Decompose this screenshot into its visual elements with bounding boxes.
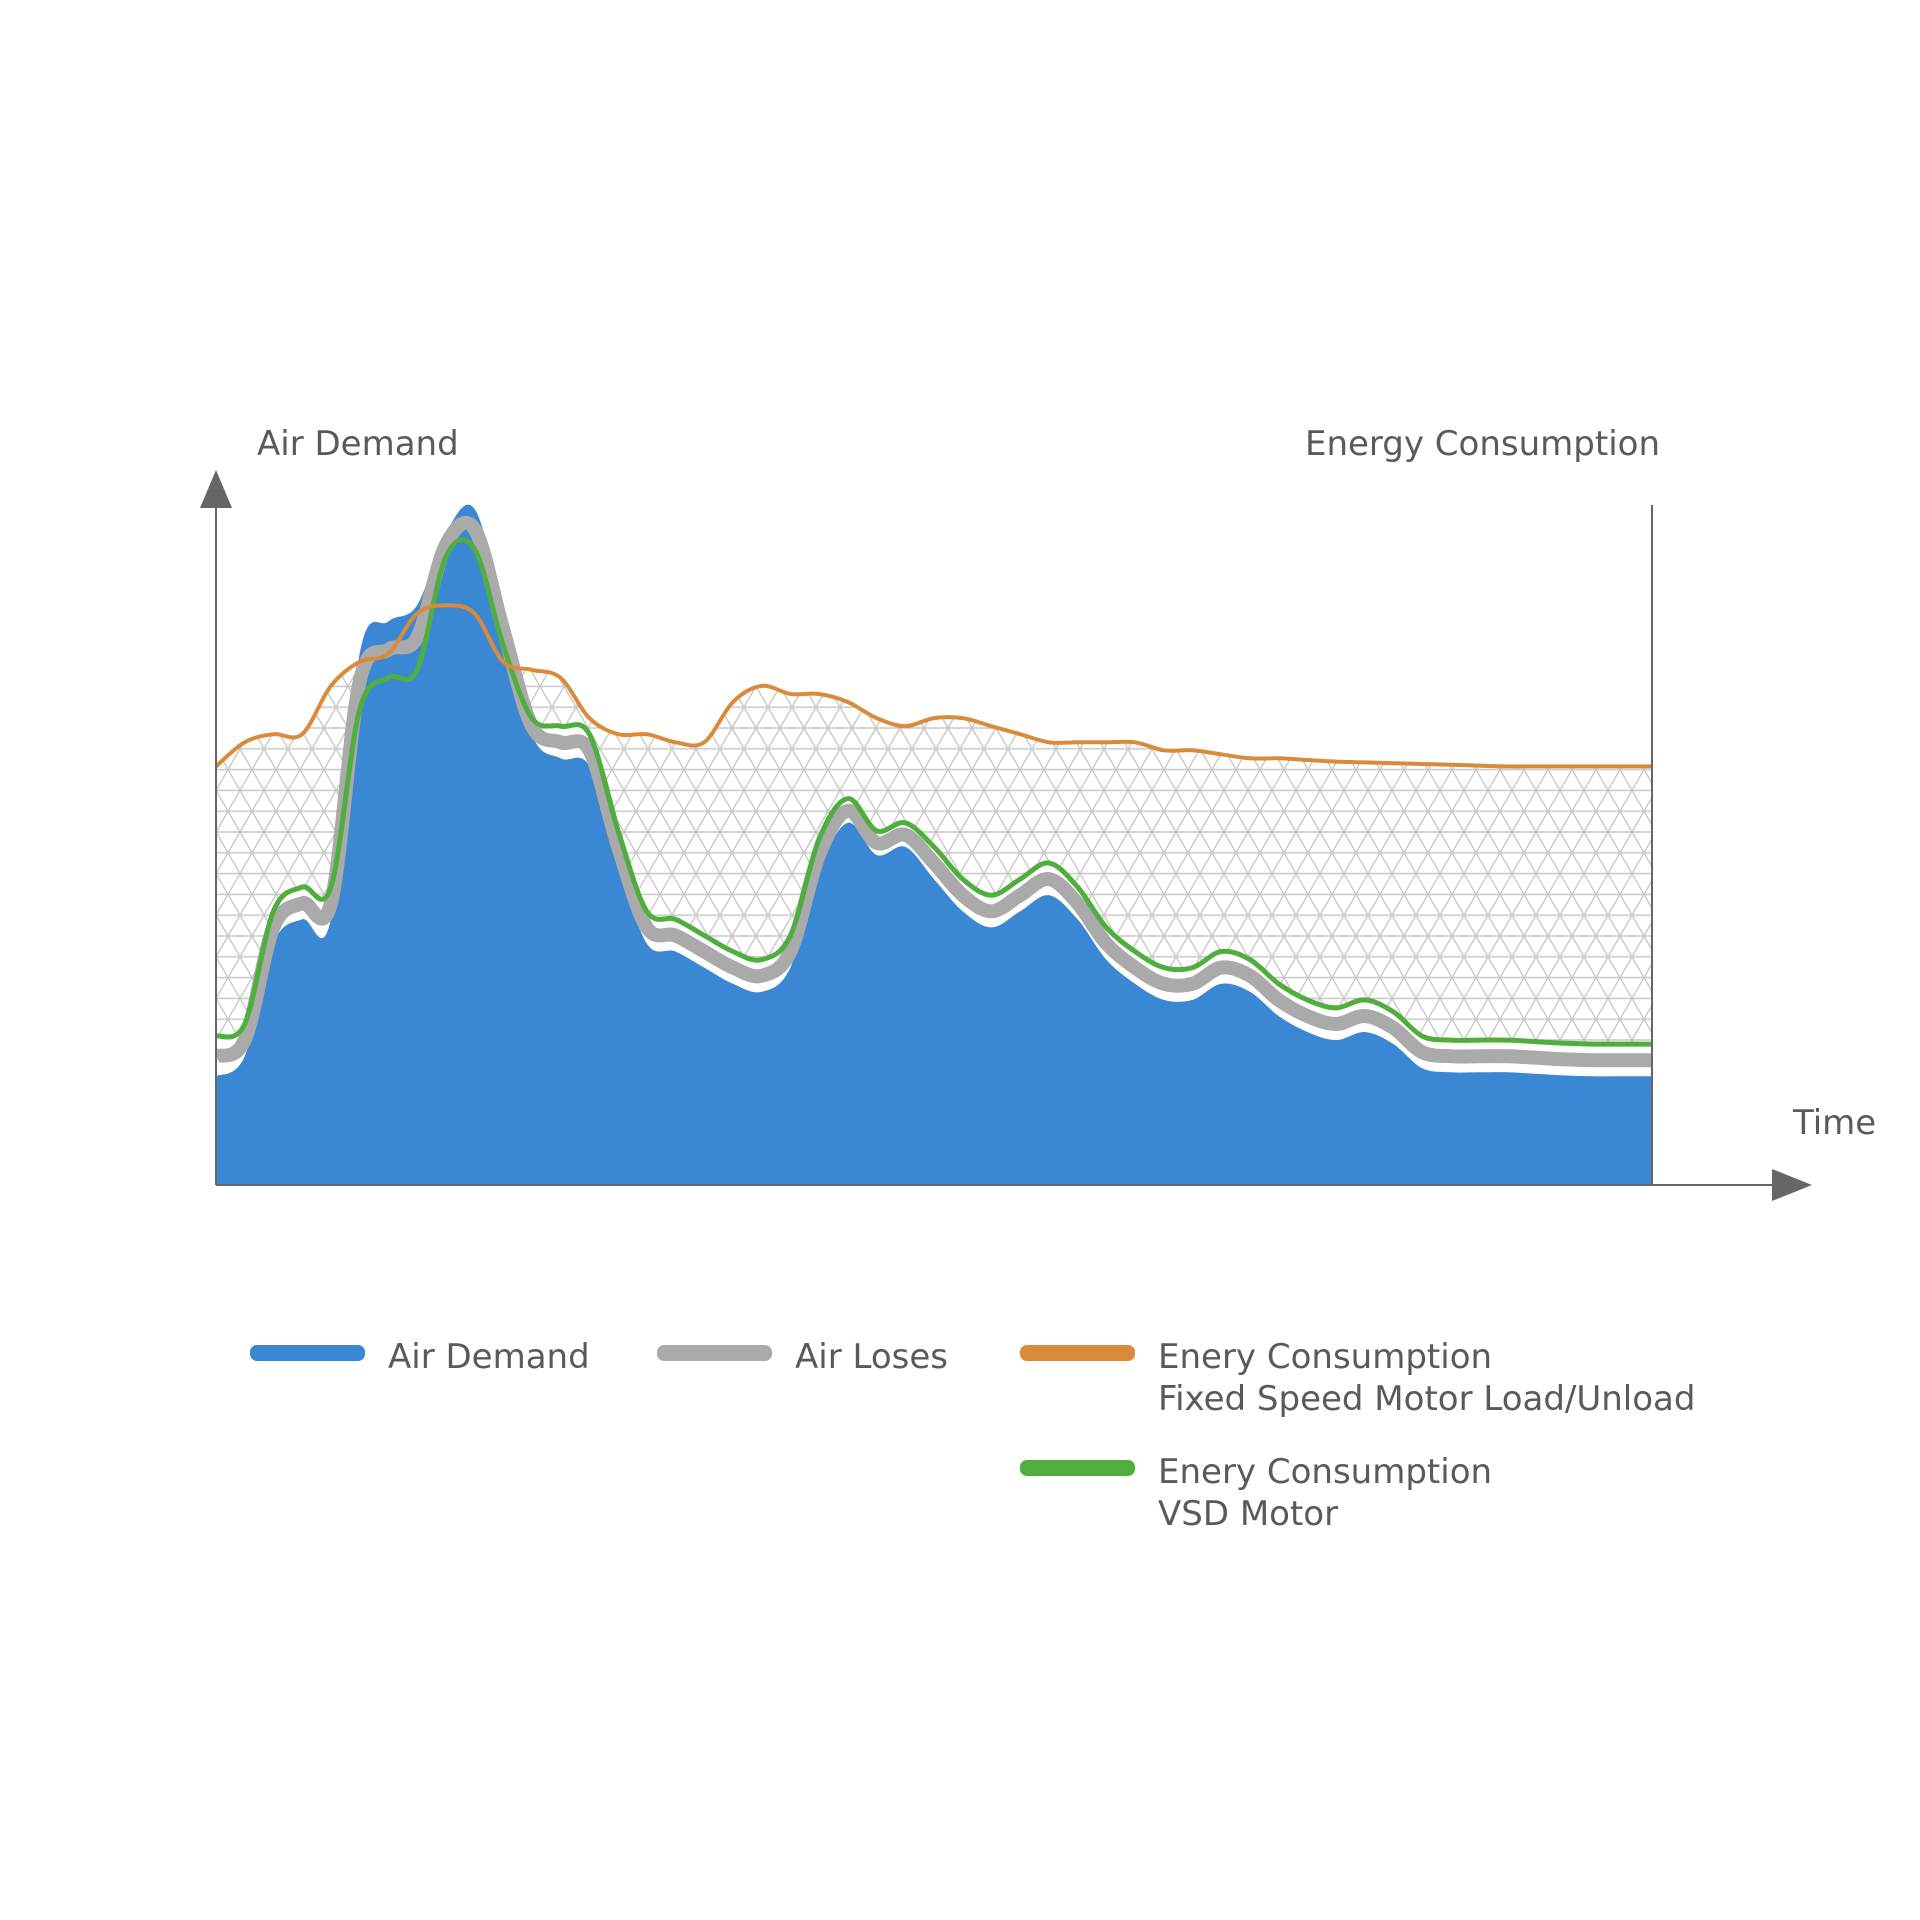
legend-swatch-fixed-speed <box>1020 1345 1135 1361</box>
legend-label-vsd-line2: VSD Motor <box>1158 1494 1338 1534</box>
legend: Air Demand Air Loses Enery Consumption F… <box>250 1337 1695 1534</box>
legend-label-fixed-speed-line1: Enery Consumption <box>1158 1337 1492 1377</box>
air-demand-area <box>216 504 1652 1185</box>
energy-waste-area <box>216 539 1652 1045</box>
legend-label-air-loses: Air Loses <box>795 1337 948 1377</box>
y-axis-arrow <box>200 470 232 508</box>
legend-label-vsd-line1: Enery Consumption <box>1158 1452 1492 1492</box>
y-axis-right-title: Energy Consumption <box>1305 424 1660 464</box>
y-axis-left-title: Air Demand <box>257 424 459 464</box>
legend-swatch-air-demand <box>250 1345 365 1361</box>
legend-label-air-demand: Air Demand <box>388 1337 590 1377</box>
legend-swatch-vsd <box>1020 1460 1135 1476</box>
x-axis-arrow <box>1772 1169 1812 1201</box>
legend-swatch-air-loses <box>657 1345 772 1361</box>
fixed-speed-line <box>216 603 1652 769</box>
legend-label-fixed-speed-line2: Fixed Speed Motor Load/Unload <box>1158 1379 1695 1419</box>
x-axis-title: Time <box>1792 1103 1876 1143</box>
air-losses-band <box>216 515 1652 1068</box>
vsd-motor-line <box>216 537 1652 1047</box>
